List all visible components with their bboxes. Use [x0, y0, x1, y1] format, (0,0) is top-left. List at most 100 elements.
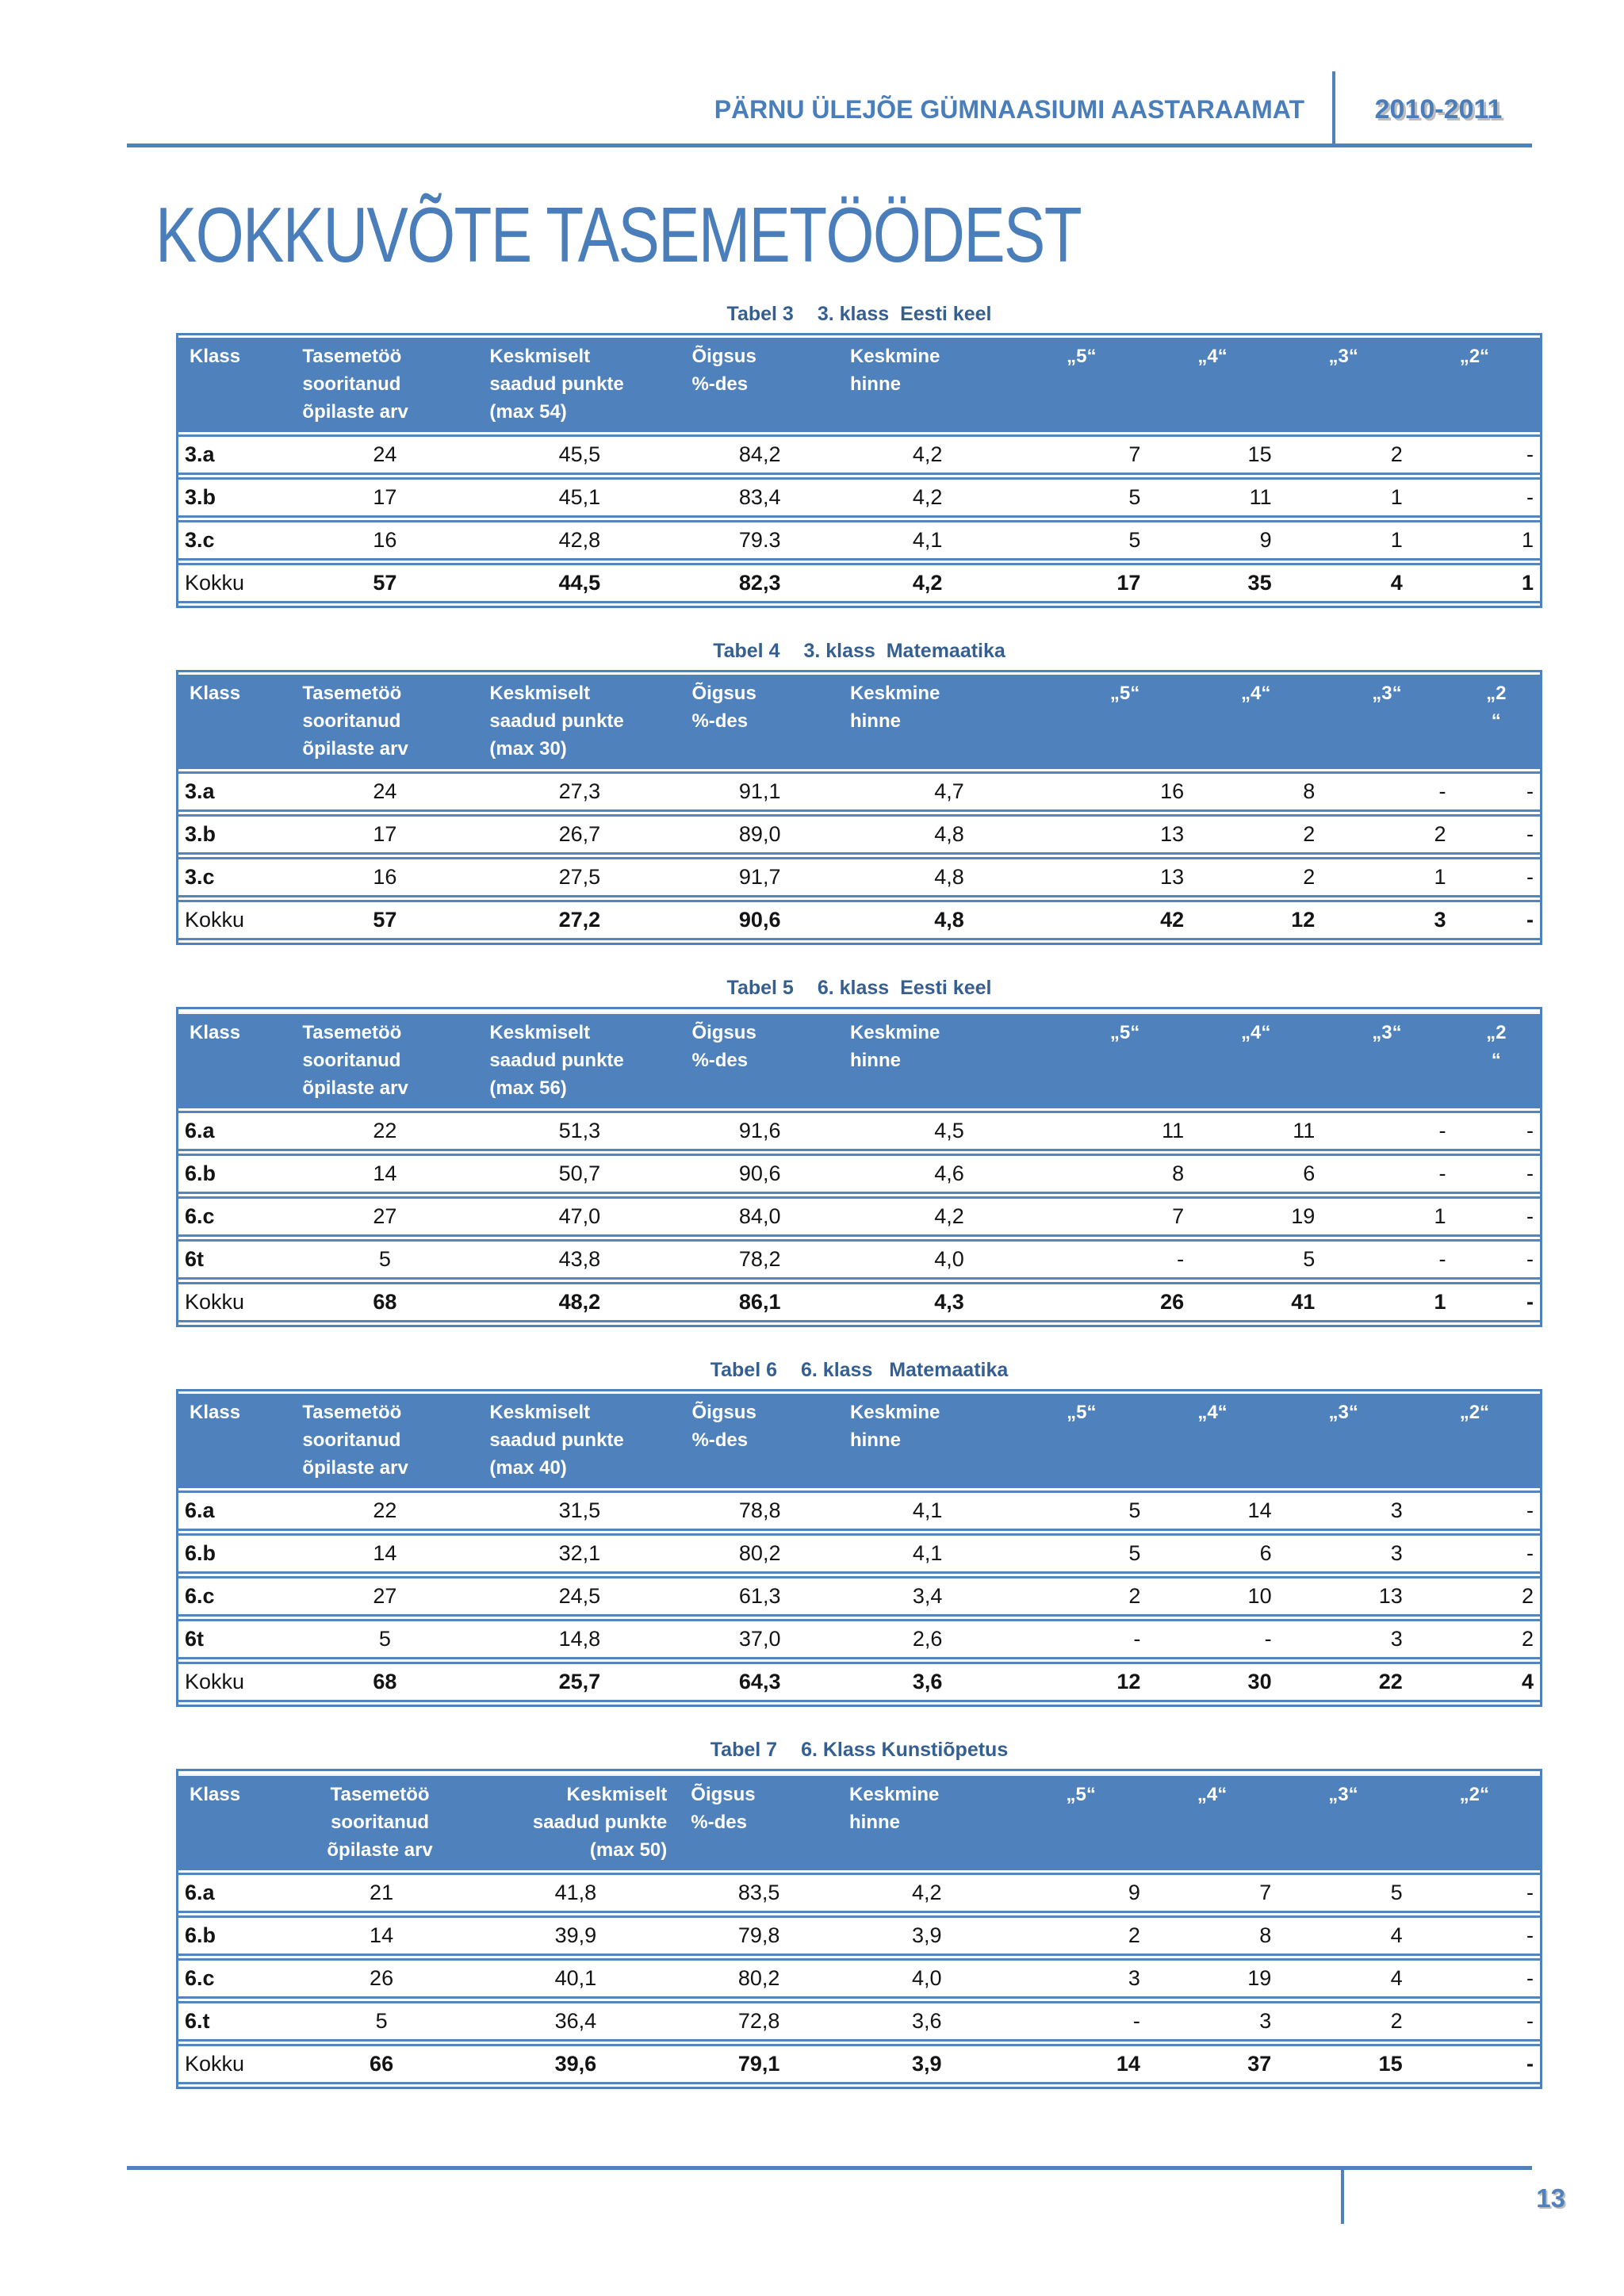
column-header: „5“ [1059, 1012, 1191, 1108]
cell: - [1408, 2044, 1540, 2084]
cell: 91,6 [680, 1111, 839, 1151]
cell: 19 [1190, 1196, 1322, 1237]
cell: 1 [1277, 477, 1409, 518]
cell: 24 [291, 434, 479, 475]
cell: - [1408, 434, 1540, 475]
cell: 30 [1147, 1662, 1278, 1702]
cell: 4,2 [838, 477, 1017, 518]
cell: 39,9 [471, 1915, 680, 1956]
cell: 45,5 [478, 434, 681, 475]
cell: 89,0 [680, 814, 839, 855]
row-label: 3.a [178, 434, 292, 475]
table-row: 6.c 27 24,5 61,3 3,4 2 10 13 2 [178, 1576, 1540, 1617]
results-table-tabel5: Klass Tasemetöö sooritanud õpilaste arv Ke… [176, 1007, 1542, 1327]
column-header: „2 “ [1452, 675, 1540, 769]
cell: - [1452, 857, 1540, 897]
footer-rule [127, 2166, 1532, 2170]
cell: 12 [1016, 1662, 1147, 1702]
header-row: Klass Tasemetöö sooritanud õpilaste arv Ke… [178, 1394, 1540, 1488]
table-section-tabel4: Tabel 4 3. klass Matemaatika Klass Tasemet… [176, 640, 1542, 945]
cell: 2 [1277, 2001, 1409, 2042]
cell: 3 [1146, 2001, 1278, 2042]
row-label: 6.c [178, 1576, 292, 1617]
cell: 16 [291, 520, 479, 561]
column-header: Õigsus %-des [680, 1774, 839, 1870]
cell: 22 [291, 1111, 479, 1151]
column-header: „5“ [1016, 1394, 1147, 1488]
cell: 22 [291, 1490, 479, 1531]
cell: 8 [1190, 771, 1322, 812]
cell: 37 [1146, 2044, 1278, 2084]
cell: 27 [291, 1196, 479, 1237]
cell: 17 [291, 814, 479, 855]
cell: 13 [1059, 814, 1191, 855]
running-header-year: 2010-2011 [1374, 94, 1503, 124]
cell: 8 [1146, 1915, 1278, 1956]
cell: 24,5 [478, 1576, 681, 1617]
cell: - [1408, 2001, 1540, 2042]
row-label: 6t [178, 1619, 292, 1659]
column-header: „3“ [1321, 675, 1453, 769]
cell: 41 [1190, 1282, 1322, 1322]
cell: 3 [1277, 1533, 1409, 1574]
cell: 14 [291, 1915, 472, 1956]
cell: 14 [1147, 1490, 1278, 1531]
row-label: 6.c [178, 1958, 292, 1999]
cell: 2 [1015, 1915, 1147, 1956]
cell: 27,2 [478, 900, 681, 940]
cell: 27 [291, 1576, 479, 1617]
cell: 36,4 [471, 2001, 680, 2042]
table-row: 6t 5 43,8 78,2 4,0-5- - [178, 1239, 1540, 1280]
column-header: Klass [178, 675, 292, 769]
table-row: 6.c 26 40,1 80,2 4,0 3 19 4- [178, 1958, 1540, 1999]
cell: 39,6 [471, 2044, 680, 2084]
column-header: Klass [178, 1012, 292, 1108]
cell: 4,2 [838, 563, 1017, 603]
tables-area: Tabel 3 3. klass Eesti keel Klass Tasemetö… [176, 303, 1542, 2089]
cell: 44,5 [478, 563, 681, 603]
cell: 2 [1190, 814, 1322, 855]
cell: 5 [1016, 1490, 1147, 1531]
cell: 1 [1277, 520, 1409, 561]
row-label: 3.c [178, 520, 292, 561]
cell: 78,2 [680, 1239, 839, 1280]
cell: 9 [1147, 520, 1278, 561]
cell: 4,8 [838, 814, 1059, 855]
cell: 83,4 [680, 477, 839, 518]
cell: 48,2 [478, 1282, 681, 1322]
cell: - [1452, 814, 1540, 855]
cell: 14 [1015, 2044, 1147, 2084]
column-header: Keskmiselt saadud punkte (max 56) [478, 1012, 681, 1108]
cell: 41,8 [471, 1873, 680, 1913]
cell: 7 [1146, 1873, 1278, 1913]
header-row: Klass Tasemetöö sooritanud õpilaste arv Ke… [178, 1774, 1540, 1870]
cell: 11 [1147, 477, 1278, 518]
cell: 90,6 [680, 1154, 839, 1194]
table-caption-label: Tabel 5 [726, 977, 794, 999]
cell: - [1408, 477, 1540, 518]
table-row: 6.a 22 31,5 78,8 4,1 5 14 3- [178, 1490, 1540, 1531]
cell: 16 [291, 857, 479, 897]
cell: 40,1 [471, 1958, 680, 1999]
row-label: 6.c [178, 1196, 292, 1237]
column-header: Keskmine hinne [838, 675, 1059, 769]
row-label: 6.t [178, 2001, 292, 2042]
total-row: Kokku 68 48,2 86,1 4,3 26 41 1- [178, 1282, 1540, 1322]
running-header-journal: PÄRNU ÜLEJÕE GÜMNAASIUMI AASTARAAMAT [714, 95, 1304, 124]
cell: 68 [291, 1282, 479, 1322]
cell: 5 [1016, 520, 1147, 561]
cell: 7 [1016, 434, 1147, 475]
header-row: Klass Tasemetöö sooritanud õpilaste arv Ke… [178, 675, 1540, 769]
column-header: „3“ [1321, 1012, 1453, 1108]
header-row: Klass Tasemetöö sooritanud õpilaste arv Ke… [178, 338, 1540, 432]
cell: - [1452, 1282, 1540, 1322]
cell: 3,4 [838, 1576, 1017, 1617]
row-label: Kokku [178, 1282, 292, 1322]
row-label: Kokku [178, 1662, 292, 1702]
column-header: „4“ [1147, 338, 1278, 432]
cell: 79,1 [680, 2044, 839, 2084]
cell: - [1408, 1490, 1540, 1531]
column-header: Tasemetöö sooritanud õpilaste arv [291, 675, 479, 769]
cell: 91,1 [680, 771, 839, 812]
cell: 4,8 [838, 900, 1059, 940]
